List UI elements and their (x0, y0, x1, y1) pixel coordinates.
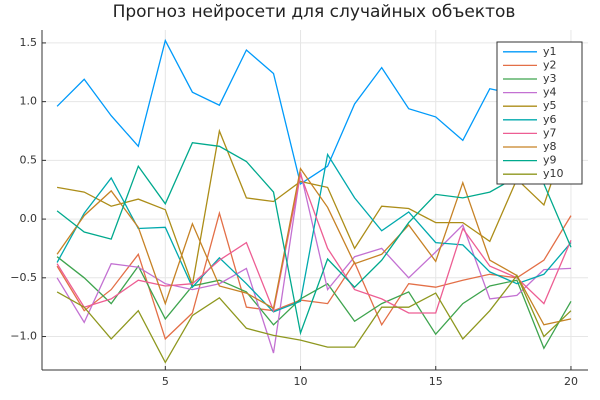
y-tick-label: 1.5 (20, 36, 38, 49)
series-line (56, 166, 572, 326)
chart-title: Прогноз нейросети для случайных объектов (113, 2, 516, 22)
legend-label: y4 (543, 86, 557, 99)
x-tick-label: 5 (162, 375, 169, 388)
legend-label: y6 (543, 113, 557, 126)
series-line (56, 152, 572, 313)
y-tick-label: −0.5 (10, 271, 37, 284)
legend-label: y7 (543, 126, 557, 139)
legend-label: y3 (543, 72, 557, 85)
y-tick-label: 0.0 (20, 212, 38, 225)
legend-box (496, 41, 583, 185)
series-line (56, 38, 572, 185)
legend-label: y10 (543, 167, 564, 180)
series-line (56, 210, 572, 341)
y-tick-label: 1.0 (20, 95, 38, 108)
series-line (56, 172, 572, 314)
x-tick-label: 15 (429, 375, 443, 388)
x-tick-label: 20 (564, 375, 578, 388)
legend-label: y5 (543, 99, 557, 112)
series-line (56, 141, 572, 336)
series-line (56, 256, 572, 350)
legend-label: y2 (543, 58, 557, 71)
y-tick-label: 0.5 (20, 153, 38, 166)
x-tick-label: 10 (294, 375, 308, 388)
y-tick-label: −1.0 (10, 330, 37, 343)
legend-label: y9 (543, 154, 557, 167)
series-line (56, 274, 572, 364)
legend-label: y8 (543, 140, 557, 153)
legend-label: y1 (543, 45, 557, 58)
series-line (56, 124, 572, 288)
